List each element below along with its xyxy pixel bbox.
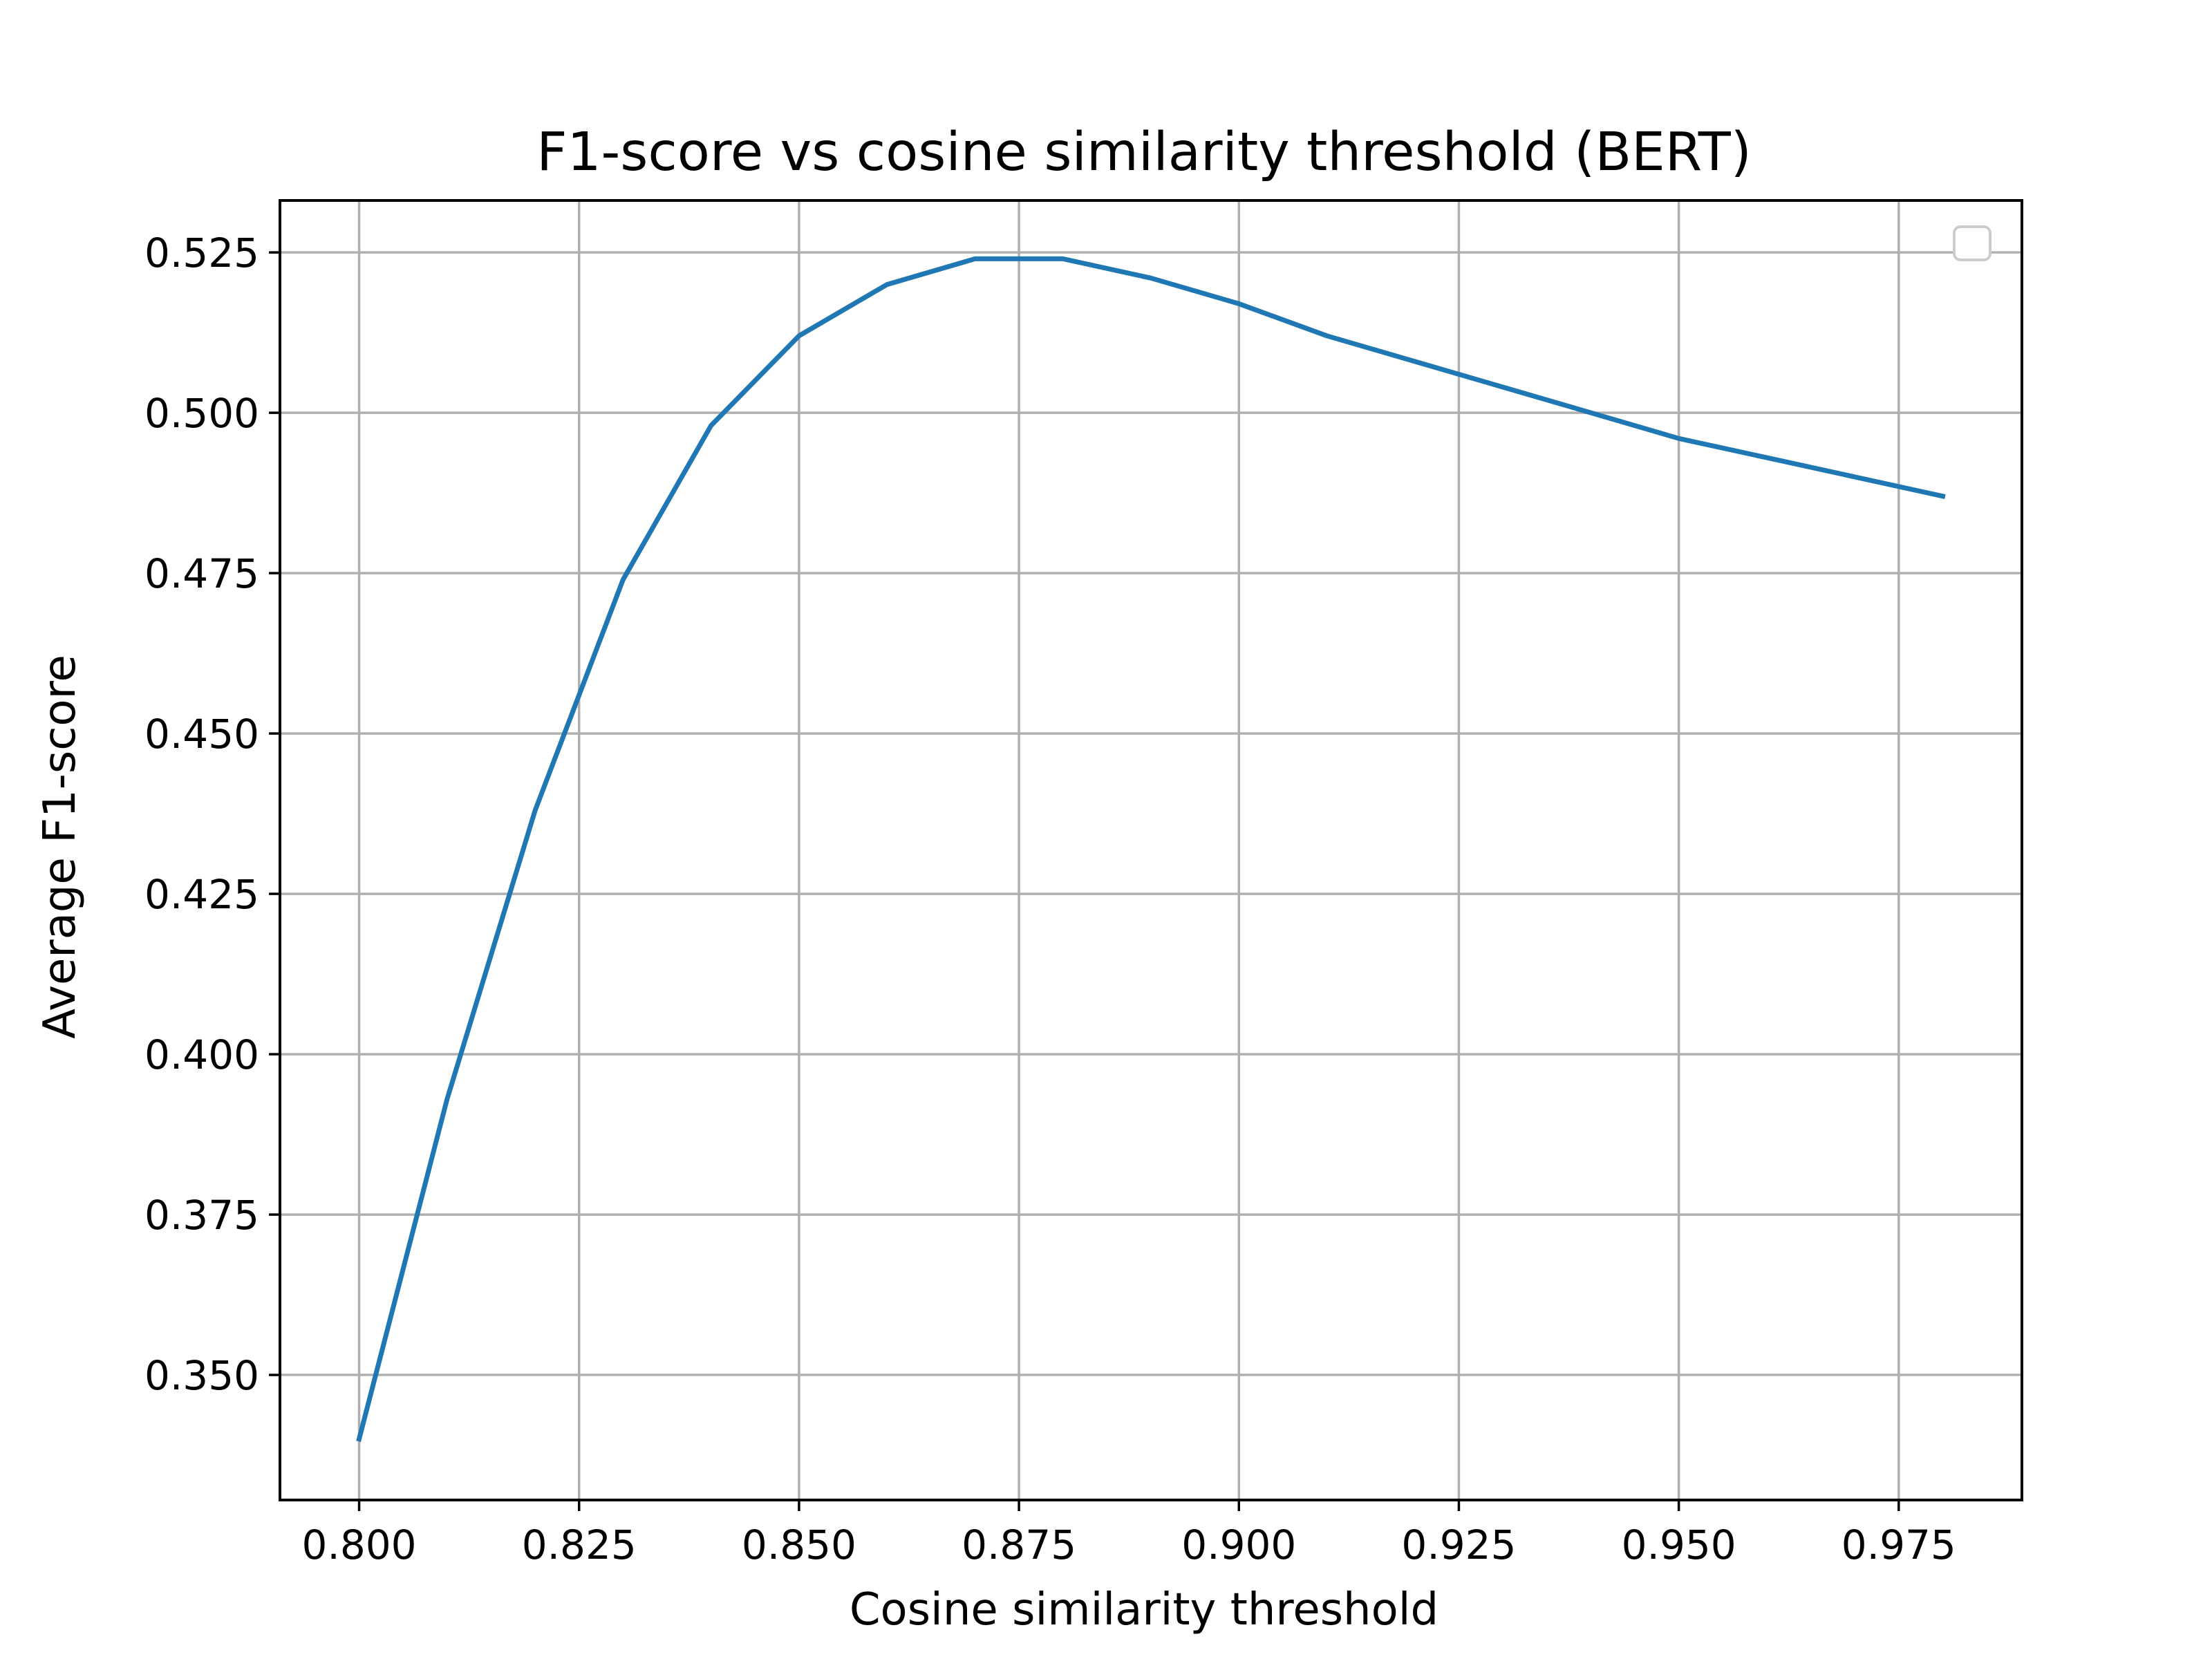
y-tick-label: 0.450 — [144, 711, 259, 758]
y-tick-label: 0.350 — [144, 1352, 259, 1399]
y-tick-label: 0.500 — [144, 390, 259, 437]
x-tick-label: 0.975 — [1841, 1521, 1956, 1568]
x-tick-label: 0.950 — [1622, 1521, 1736, 1568]
x-tick-label: 0.900 — [1181, 1521, 1296, 1568]
y-tick-label: 0.425 — [144, 871, 259, 918]
x-tick-label: 0.925 — [1401, 1521, 1516, 1568]
plot-frame — [279, 199, 2023, 1501]
series-line — [356, 256, 1946, 1443]
x-tick-label: 0.825 — [522, 1521, 637, 1568]
y-tick-label: 0.475 — [144, 550, 259, 597]
y-tick-label: 0.525 — [144, 229, 259, 276]
series-layer — [356, 256, 1946, 1443]
x-tick-label: 0.850 — [742, 1521, 856, 1568]
y-tick-label: 0.375 — [144, 1192, 259, 1239]
axis-ticks: 0.800 0.825 0.850 0.875 0.900 0.925 0.950 0.975… — [144, 229, 1956, 1568]
grid-lines — [280, 200, 2022, 1500]
y-tick-label: 0.400 — [144, 1031, 259, 1078]
y-axis-title: Average F1-score — [35, 655, 86, 1039]
x-tick-label: 0.800 — [302, 1521, 417, 1568]
legend-box — [1953, 225, 1991, 261]
x-axis-title: Cosine similarity threshold — [850, 1584, 1438, 1635]
chart-title: F1-score vs cosine similarity threshold … — [536, 122, 1752, 183]
legend — [1953, 225, 1991, 261]
x-tick-label: 0.875 — [962, 1521, 1076, 1568]
